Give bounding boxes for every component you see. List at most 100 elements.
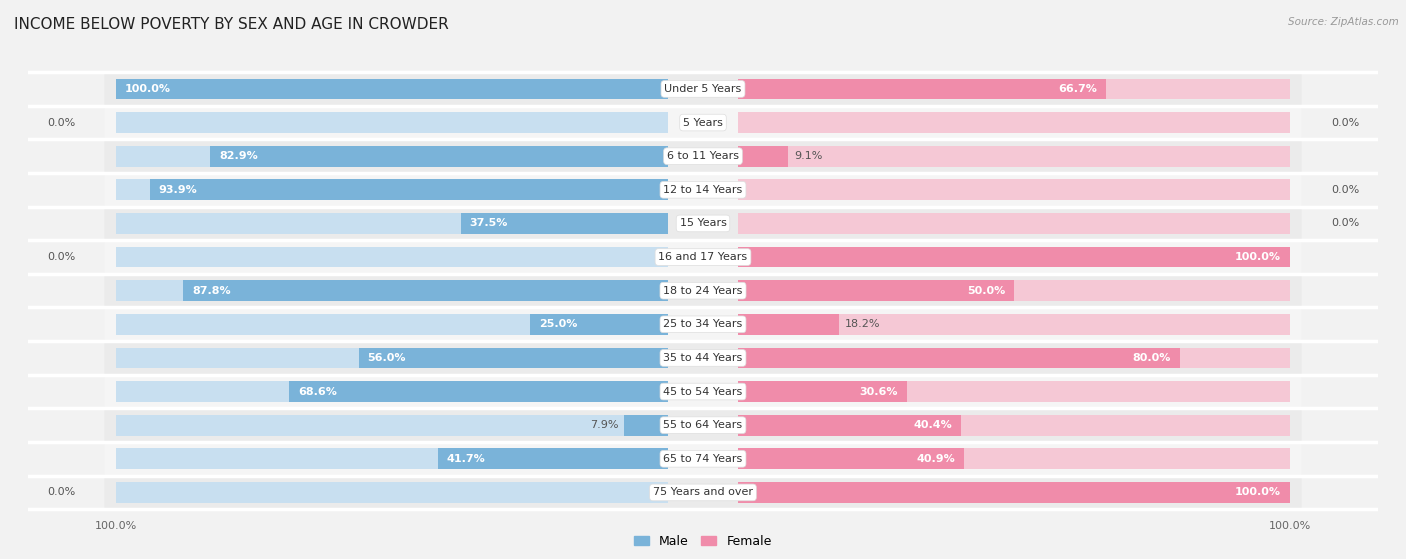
FancyBboxPatch shape	[104, 375, 1302, 409]
Bar	[461, 213, 668, 234]
Bar	[117, 280, 668, 301]
Bar	[117, 247, 668, 267]
Text: 18.2%: 18.2%	[845, 319, 880, 329]
Bar	[738, 179, 1289, 200]
Bar	[738, 146, 1289, 167]
FancyBboxPatch shape	[104, 442, 1302, 476]
Bar	[290, 381, 668, 402]
Text: 87.8%: 87.8%	[193, 286, 231, 296]
FancyBboxPatch shape	[104, 207, 1302, 240]
Bar	[530, 314, 668, 335]
Bar	[738, 348, 1180, 368]
Bar	[738, 247, 1289, 267]
Text: 56.0%: 56.0%	[368, 353, 406, 363]
FancyBboxPatch shape	[104, 409, 1302, 442]
Bar	[117, 213, 668, 234]
Text: 15 Years: 15 Years	[679, 219, 727, 229]
Bar	[738, 448, 965, 469]
Text: Under 5 Years: Under 5 Years	[665, 84, 741, 94]
Text: 9.1%: 9.1%	[794, 151, 823, 161]
Bar	[117, 348, 668, 368]
Text: 5 Years: 5 Years	[683, 117, 723, 127]
Bar	[117, 146, 668, 167]
FancyBboxPatch shape	[104, 307, 1302, 341]
Text: 37.5%: 37.5%	[470, 219, 508, 229]
Bar	[738, 78, 1289, 100]
FancyBboxPatch shape	[104, 476, 1302, 509]
Bar	[183, 280, 668, 301]
Bar	[359, 348, 668, 368]
FancyBboxPatch shape	[104, 341, 1302, 375]
Bar	[738, 448, 1289, 469]
Bar	[117, 381, 668, 402]
Bar	[738, 415, 1289, 435]
Text: 100.0%: 100.0%	[125, 84, 172, 94]
Bar	[738, 280, 1014, 301]
Bar	[738, 482, 1289, 503]
FancyBboxPatch shape	[104, 240, 1302, 274]
Text: 12 to 14 Years: 12 to 14 Years	[664, 185, 742, 195]
Bar	[738, 314, 1289, 335]
Bar	[117, 482, 668, 503]
Text: 45 to 54 Years: 45 to 54 Years	[664, 387, 742, 396]
Text: 93.9%: 93.9%	[159, 185, 197, 195]
Bar	[117, 78, 668, 100]
Bar	[738, 348, 1289, 368]
FancyBboxPatch shape	[104, 274, 1302, 307]
Text: 100.0%: 100.0%	[1234, 252, 1281, 262]
Text: 0.0%: 0.0%	[1331, 117, 1360, 127]
Bar	[738, 280, 1289, 301]
Bar	[117, 78, 668, 100]
FancyBboxPatch shape	[104, 106, 1302, 139]
Bar	[738, 314, 838, 335]
Text: 80.0%: 80.0%	[1132, 353, 1171, 363]
Text: 65 to 74 Years: 65 to 74 Years	[664, 454, 742, 464]
Text: 82.9%: 82.9%	[219, 151, 259, 161]
Text: 75 Years and over: 75 Years and over	[652, 487, 754, 498]
Text: 25.0%: 25.0%	[538, 319, 576, 329]
Bar	[117, 448, 668, 469]
Text: 68.6%: 68.6%	[298, 387, 337, 396]
Text: 0.0%: 0.0%	[46, 252, 75, 262]
Text: 6 to 11 Years: 6 to 11 Years	[666, 151, 740, 161]
Bar	[738, 78, 1107, 100]
Text: 0.0%: 0.0%	[46, 117, 75, 127]
Bar	[738, 482, 1289, 503]
Bar	[738, 381, 1289, 402]
Text: 18 to 24 Years: 18 to 24 Years	[664, 286, 742, 296]
Bar	[738, 247, 1289, 267]
Bar	[738, 112, 1289, 133]
Bar	[117, 179, 668, 200]
FancyBboxPatch shape	[104, 72, 1302, 106]
Text: 40.9%: 40.9%	[917, 454, 955, 464]
Text: 55 to 64 Years: 55 to 64 Years	[664, 420, 742, 430]
Text: 40.4%: 40.4%	[914, 420, 952, 430]
Text: 41.7%: 41.7%	[447, 454, 485, 464]
Bar	[738, 146, 789, 167]
Bar	[211, 146, 668, 167]
Bar	[738, 381, 907, 402]
FancyBboxPatch shape	[104, 173, 1302, 207]
Text: 16 and 17 Years: 16 and 17 Years	[658, 252, 748, 262]
Text: 30.6%: 30.6%	[859, 387, 898, 396]
Bar	[738, 213, 1289, 234]
Bar	[437, 448, 668, 469]
Text: 100.0%: 100.0%	[1234, 487, 1281, 498]
Text: 7.9%: 7.9%	[591, 420, 619, 430]
Legend: Male, Female: Male, Female	[630, 530, 776, 553]
Text: 25 to 34 Years: 25 to 34 Years	[664, 319, 742, 329]
Text: Source: ZipAtlas.com: Source: ZipAtlas.com	[1288, 17, 1399, 27]
Bar	[738, 415, 962, 435]
Text: 0.0%: 0.0%	[46, 487, 75, 498]
Text: 0.0%: 0.0%	[1331, 219, 1360, 229]
Text: INCOME BELOW POVERTY BY SEX AND AGE IN CROWDER: INCOME BELOW POVERTY BY SEX AND AGE IN C…	[14, 17, 449, 32]
FancyBboxPatch shape	[104, 139, 1302, 173]
Text: 35 to 44 Years: 35 to 44 Years	[664, 353, 742, 363]
Bar	[117, 112, 668, 133]
Bar	[117, 415, 668, 435]
Bar	[117, 314, 668, 335]
Bar	[624, 415, 668, 435]
Bar	[150, 179, 668, 200]
Text: 66.7%: 66.7%	[1059, 84, 1097, 94]
Text: 0.0%: 0.0%	[1331, 185, 1360, 195]
